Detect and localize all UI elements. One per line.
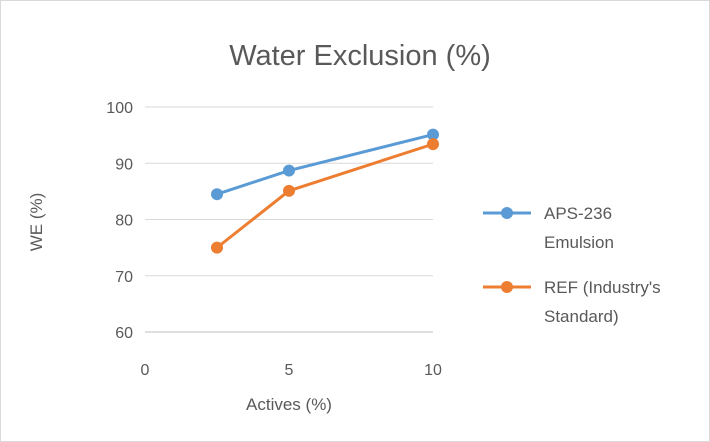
x-axis-title: Actives (%) bbox=[246, 395, 332, 414]
gridlines bbox=[145, 106, 433, 333]
y-tick-label: 90 bbox=[115, 156, 133, 173]
x-axis-ticks: 0 5 10 bbox=[141, 362, 442, 379]
legend-item: REF (Industry's Standard) bbox=[483, 278, 661, 326]
legend-marker bbox=[501, 207, 513, 219]
y-axis-ticks: 60 70 80 90 100 bbox=[106, 100, 133, 342]
data-point bbox=[427, 138, 439, 151]
data-point bbox=[283, 184, 295, 197]
series-line bbox=[215, 133, 435, 196]
y-tick-label: 100 bbox=[106, 100, 133, 117]
data-point bbox=[283, 164, 295, 177]
y-tick-label: 60 bbox=[115, 325, 133, 342]
y-axis-title: WE (%) bbox=[27, 193, 46, 252]
data-point bbox=[211, 188, 223, 201]
x-tick-label: 0 bbox=[141, 362, 150, 379]
series-1 bbox=[211, 128, 439, 201]
data-point bbox=[211, 241, 223, 254]
y-tick-label: 70 bbox=[115, 269, 133, 286]
legend-label: Standard) bbox=[544, 307, 619, 326]
series-2 bbox=[211, 138, 439, 254]
legend-label: REF (Industry's bbox=[544, 278, 661, 297]
x-tick-label: 10 bbox=[424, 362, 442, 379]
data-point bbox=[427, 128, 439, 141]
chart-title: Water Exclusion (%) bbox=[229, 40, 491, 72]
legend-label: APS-236 bbox=[544, 204, 612, 223]
legend: APS-236 Emulsion REF (Industry's Standard) bbox=[483, 204, 661, 326]
legend-item: APS-236 Emulsion bbox=[483, 204, 614, 252]
legend-label: Emulsion bbox=[544, 233, 614, 252]
x-tick-label: 5 bbox=[285, 362, 294, 379]
series-layer bbox=[211, 128, 439, 254]
series-line bbox=[215, 142, 435, 250]
y-tick-label: 80 bbox=[115, 213, 133, 230]
legend-marker bbox=[501, 281, 513, 293]
